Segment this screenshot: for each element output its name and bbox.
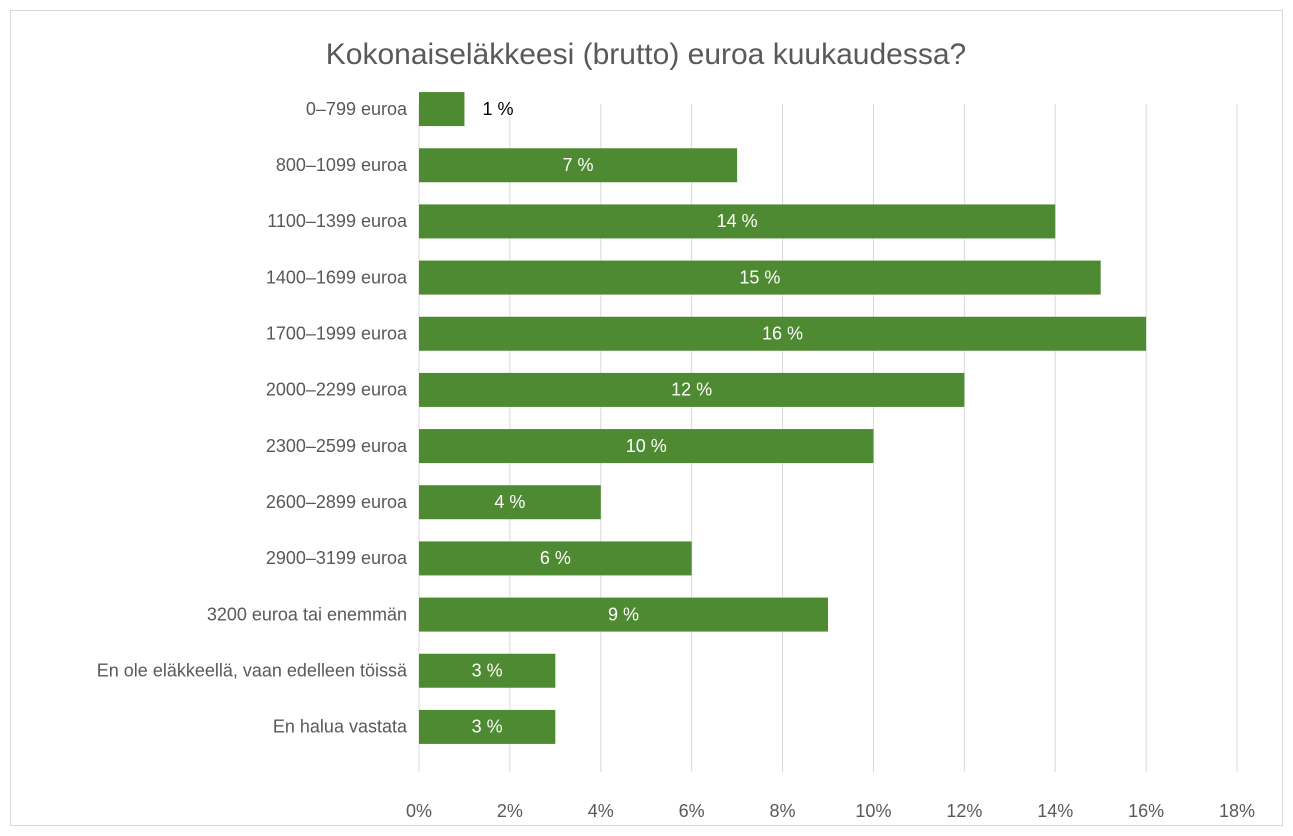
value-label: 10 %: [626, 436, 667, 456]
bar: [419, 316, 1147, 351]
y-tick-label: En halua vastata: [273, 717, 408, 737]
y-tick-label: 2600–2899 euroa: [266, 492, 408, 512]
x-tick-label: 0%: [406, 801, 432, 821]
y-tick-label: 3200 euroa tai enemmän: [207, 604, 407, 624]
bar: [419, 541, 692, 576]
bar: [419, 92, 465, 127]
x-tick-label: 16%: [1128, 801, 1164, 821]
x-tick-label: 2%: [497, 801, 523, 821]
x-tick-label: 6%: [679, 801, 705, 821]
chart-border: [10, 10, 1283, 826]
value-label: 15 %: [739, 267, 780, 287]
y-tick-label: En ole eläkkeellä, vaan edelleen töissä: [97, 661, 408, 681]
y-tick-label: 800–1099 euroa: [276, 155, 408, 175]
bar: [419, 653, 556, 688]
x-tick-label: 12%: [946, 801, 982, 821]
y-tick-label: 1700–1999 euroa: [266, 324, 408, 344]
x-tick-label: 10%: [855, 801, 891, 821]
value-label: 3 %: [472, 717, 503, 737]
value-label: 9 %: [608, 604, 639, 624]
value-label: 12 %: [671, 380, 712, 400]
bar: [419, 429, 874, 464]
y-tick-label: 0–799 euroa: [306, 99, 408, 119]
value-label: 7 %: [563, 155, 594, 175]
bar: [419, 148, 738, 183]
value-label: 14 %: [717, 211, 758, 231]
x-tick-label: 14%: [1037, 801, 1073, 821]
bar: [419, 372, 965, 407]
x-tick-label: 18%: [1219, 801, 1255, 821]
bar: [419, 597, 828, 632]
y-tick-label: 1100–1399 euroa: [267, 211, 408, 231]
y-tick-label: 2300–2599 euroa: [266, 436, 408, 456]
y-tick-label: 2900–3199 euroa: [266, 548, 408, 568]
bar: [419, 709, 556, 744]
value-label: 4 %: [494, 492, 525, 512]
bar: [419, 485, 601, 520]
value-label: 16 %: [762, 324, 803, 344]
x-tick-label: 4%: [588, 801, 614, 821]
bar: [419, 260, 1101, 295]
value-label: 6 %: [540, 548, 571, 568]
bar: [419, 204, 1056, 239]
value-label: 1 %: [482, 99, 513, 119]
x-tick-label: 8%: [770, 801, 796, 821]
y-tick-label: 1400–1699 euroa: [266, 267, 408, 287]
chart-title: Kokonaiseläkkeesi (brutto) euroa kuukaud…: [326, 38, 966, 71]
value-label: 3 %: [472, 661, 503, 681]
y-tick-label: 2000–2299 euroa: [266, 380, 408, 400]
